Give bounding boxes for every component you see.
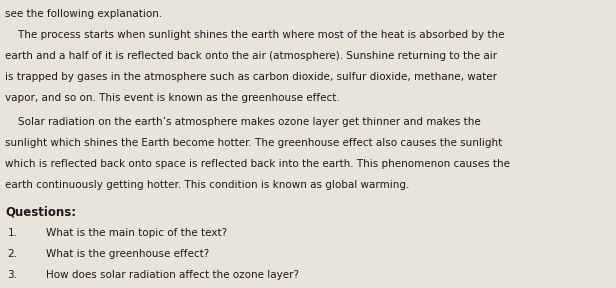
- Text: What is the main topic of the text?: What is the main topic of the text?: [46, 228, 227, 238]
- Text: which is reflected back onto space is reflected back into the earth. This phenom: which is reflected back onto space is re…: [5, 159, 510, 169]
- Text: 3.: 3.: [7, 270, 17, 280]
- Text: How does solar radiation affect the ozone layer?: How does solar radiation affect the ozon…: [46, 270, 299, 280]
- Text: What is the greenhouse effect?: What is the greenhouse effect?: [46, 249, 209, 259]
- Text: vapor, and so on. This event is known as the greenhouse effect.: vapor, and so on. This event is known as…: [5, 93, 339, 103]
- Text: is trapped by gases in the atmosphere such as carbon dioxide, sulfur dioxide, me: is trapped by gases in the atmosphere su…: [5, 72, 497, 82]
- Text: see the following explanation.: see the following explanation.: [5, 9, 162, 19]
- Text: 1.: 1.: [7, 228, 17, 238]
- Text: earth continuously getting hotter. This condition is known as global warming.: earth continuously getting hotter. This …: [5, 180, 409, 190]
- Text: sunlight which shines the Earth become hotter. The greenhouse effect also causes: sunlight which shines the Earth become h…: [5, 138, 502, 148]
- Text: earth and a half of it is reflected back onto the air (atmosphere). Sunshine ret: earth and a half of it is reflected back…: [5, 51, 497, 61]
- Text: Solar radiation on the earth’s atmosphere makes ozone layer get thinner and make: Solar radiation on the earth’s atmospher…: [5, 117, 480, 127]
- Text: Questions:: Questions:: [5, 205, 76, 218]
- Text: 2.: 2.: [7, 249, 17, 259]
- Text: The process starts when sunlight shines the earth where most of the heat is abso: The process starts when sunlight shines …: [5, 30, 505, 40]
